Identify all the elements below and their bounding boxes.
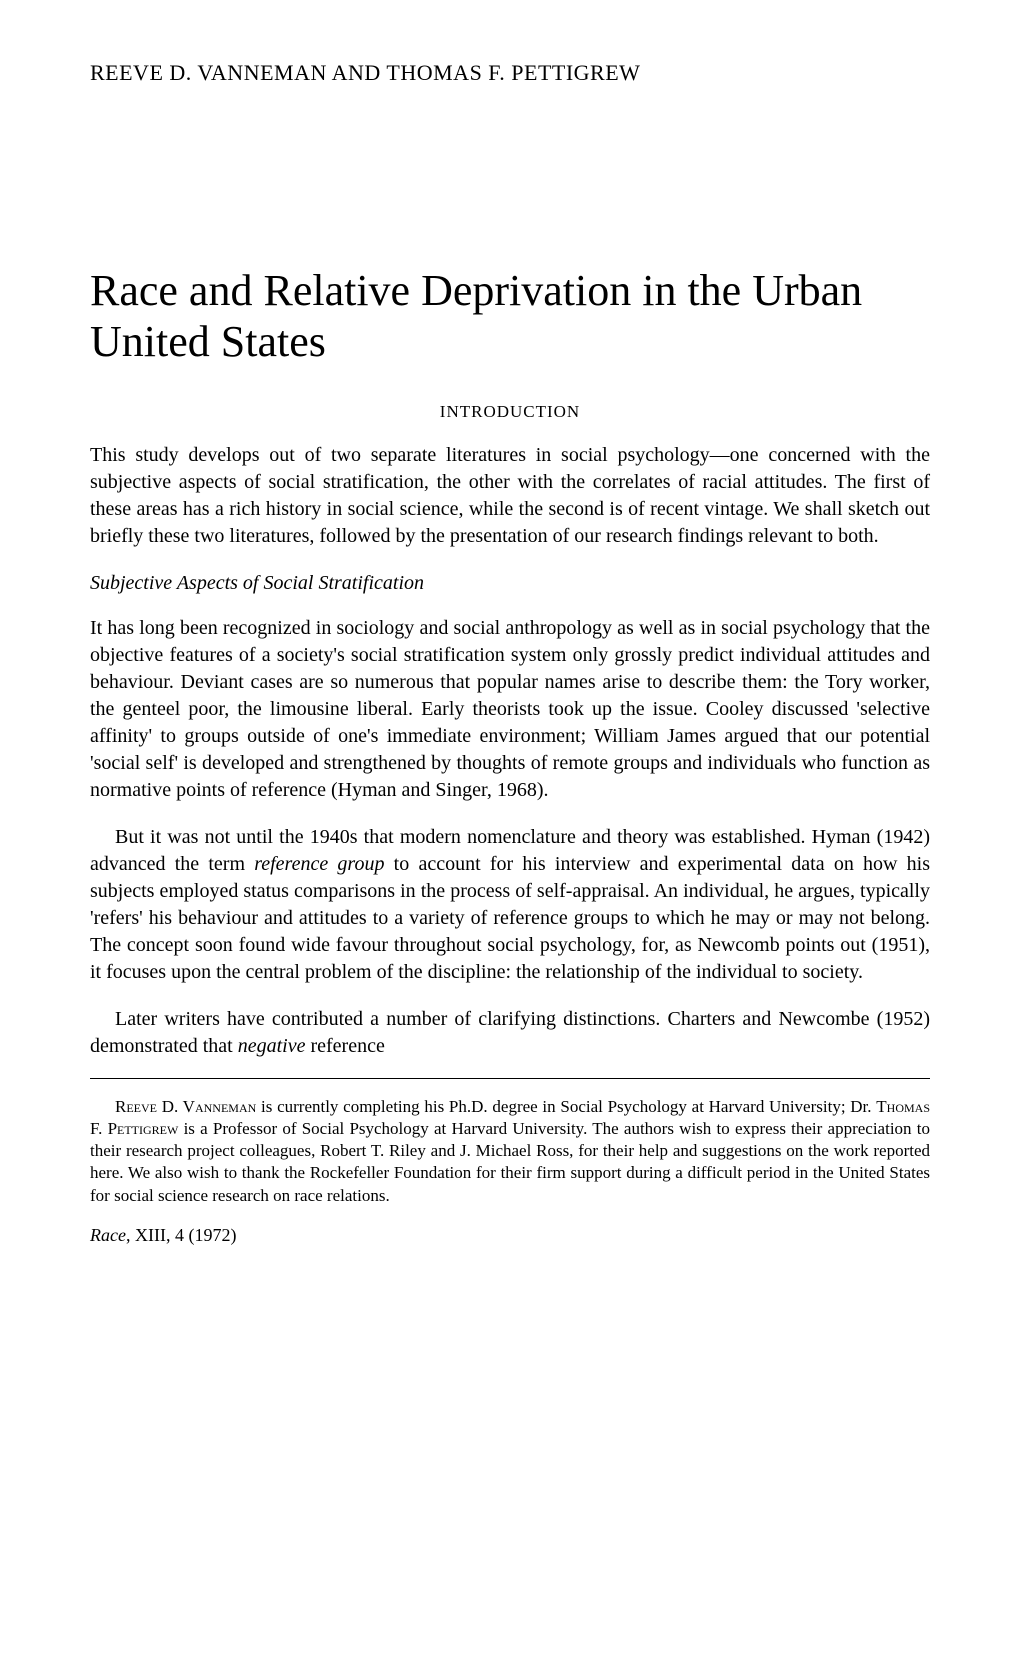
para3-text-b: reference: [305, 1035, 384, 1057]
authors-line: REEVE D. VANNEMAN AND THOMAS F. PETTIGRE…: [90, 60, 930, 86]
body-paragraph-3: Later writers have contributed a number …: [90, 1006, 930, 1060]
footnote-author-1: Reeve D. Vanneman: [115, 1097, 256, 1116]
footnote-rule: [90, 1078, 930, 1079]
body-paragraph-2: But it was not until the 1940s that mode…: [90, 824, 930, 986]
intro-paragraph: This study develops out of two separate …: [90, 442, 930, 550]
footnote-text-d: is a Professor of Social Psychology at H…: [90, 1119, 930, 1204]
footnote-text-b: is currently completing his Ph.D. degree…: [256, 1097, 876, 1116]
body-paragraph-1: It has long been recognized in sociology…: [90, 615, 930, 804]
citation-details: , XIII, 4 (1972): [126, 1225, 236, 1245]
citation-journal: Race: [90, 1225, 126, 1245]
para2-italic: reference group: [254, 853, 384, 875]
section-label: INTRODUCTION: [90, 402, 930, 422]
page-container: REEVE D. VANNEMAN AND THOMAS F. PETTIGRE…: [0, 0, 1020, 1296]
para3-text-a: Later writers have contributed a number …: [90, 1008, 930, 1057]
journal-citation: Race, XIII, 4 (1972): [90, 1225, 930, 1246]
para3-italic: negative: [238, 1035, 306, 1057]
footnote-text: Reeve D. Vanneman is currently completin…: [90, 1096, 930, 1206]
article-title: Race and Relative Deprivation in the Urb…: [90, 266, 930, 367]
subheading: Subjective Aspects of Social Stratificat…: [90, 572, 930, 595]
